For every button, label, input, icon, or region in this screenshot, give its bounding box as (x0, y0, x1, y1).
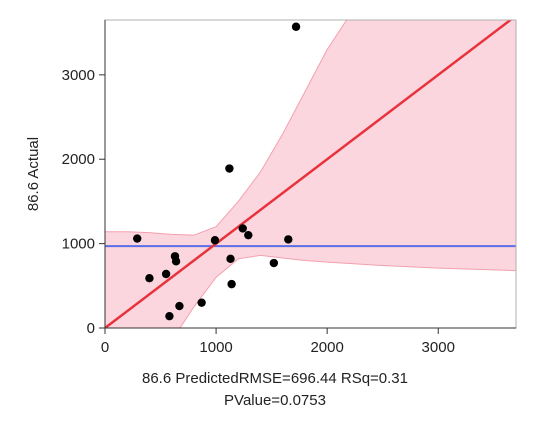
y-tick-label: 1000 (62, 236, 95, 253)
data-point (238, 224, 247, 233)
data-point (145, 274, 154, 283)
data-point (210, 236, 220, 245)
axes-layer: 0 1000 2000 3000 0 1000 2000 3000 (62, 20, 516, 356)
fit-lines-layer (105, 20, 516, 328)
data-point (175, 301, 184, 311)
data-point (226, 254, 235, 264)
x-tick-label: 2000 (310, 339, 343, 356)
fit-statistics: RMSE=696.44 RSq=0.31 (238, 370, 408, 387)
data-point (244, 230, 253, 240)
data-point (171, 257, 181, 266)
fit-line (105, 20, 513, 328)
x-tick-label: 1000 (199, 339, 232, 356)
data-point (227, 279, 236, 289)
p-value: PValue=0.0753 (224, 392, 326, 409)
data-point (133, 234, 142, 243)
y-tick-label: 2000 (62, 151, 95, 168)
confidence-band-lower (179, 254, 516, 328)
x-axis-caption-line-1: 86.6 PredictedRMSE=696.44 RSq=0.31 (0, 368, 550, 390)
y-tick-label: 3000 (62, 67, 95, 84)
data-points-layer (133, 22, 301, 321)
x-tick-label: 3000 (422, 339, 455, 356)
data-point (225, 164, 234, 173)
data-point (284, 235, 293, 244)
data-point (291, 22, 301, 31)
data-point (197, 298, 206, 307)
data-point (269, 258, 279, 268)
data-point (165, 311, 174, 321)
y-axis-label: 86.6 Actual (25, 137, 42, 211)
y-tick-label: 0 (87, 320, 95, 337)
data-point (161, 269, 171, 279)
x-axis-caption: 86.6 PredictedRMSE=696.44 RSq=0.31 PValu… (0, 368, 550, 412)
x-axis-label: 86.6 Predicted (141, 370, 239, 387)
x-tick-label: 0 (101, 339, 109, 356)
x-axis-caption-line-2: PValue=0.0753 (0, 390, 550, 412)
confidence-band-upper (105, 20, 348, 236)
